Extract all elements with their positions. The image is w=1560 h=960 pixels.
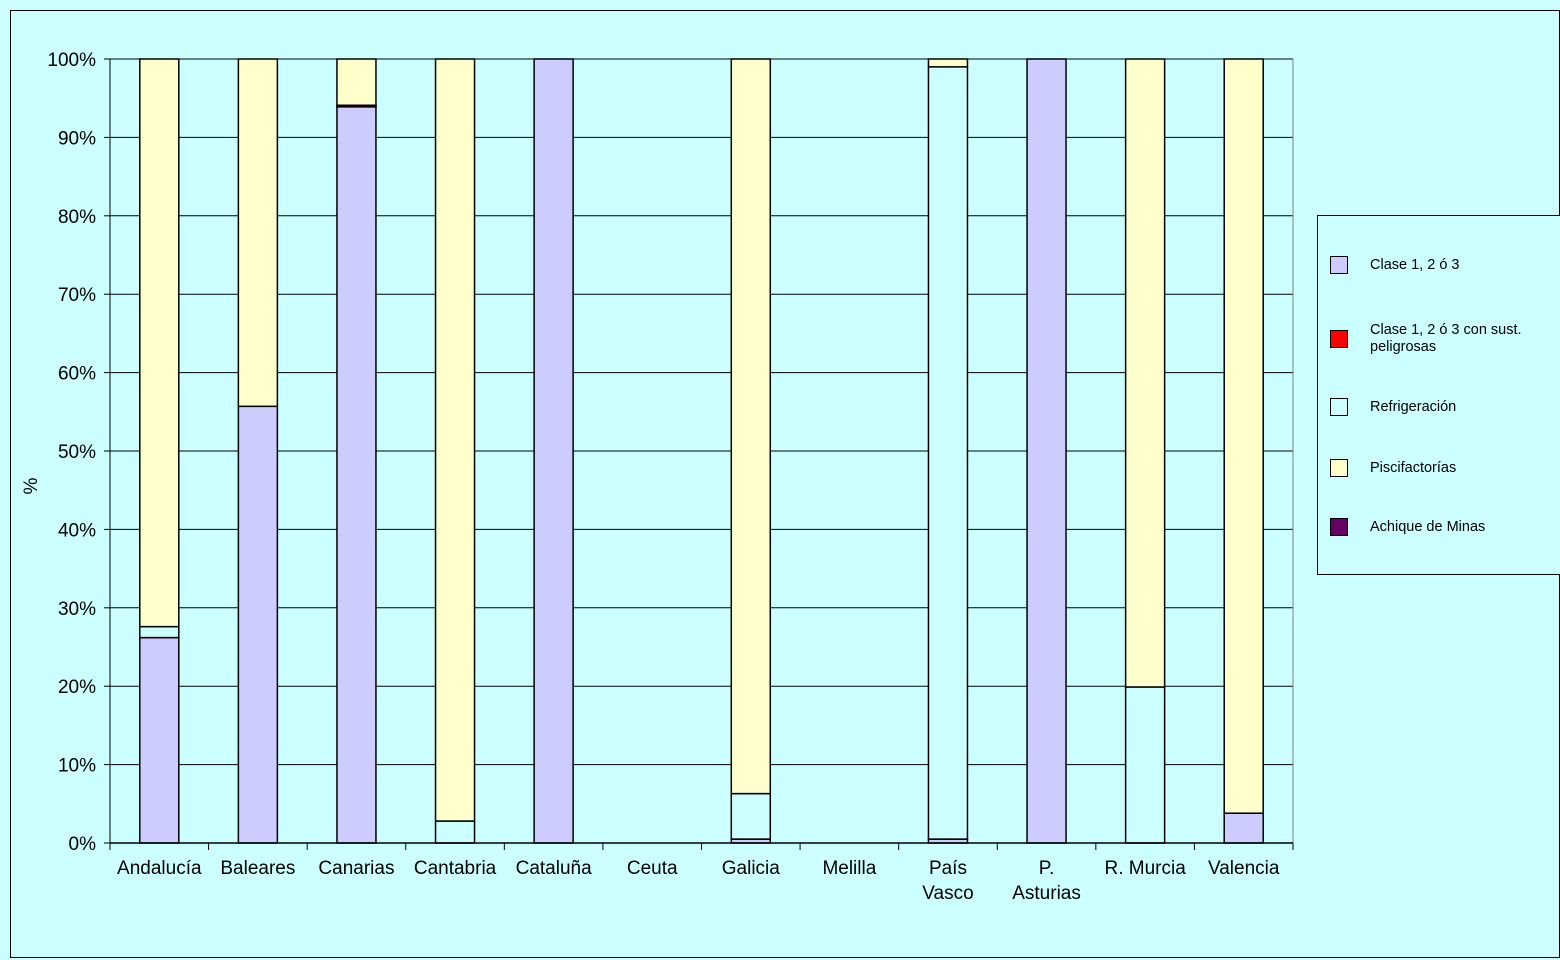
gridlines [110, 58, 1294, 844]
x-tick-label: Cantabria [414, 858, 497, 879]
x-tick-label: Baleares [220, 858, 295, 879]
legend-label: Clase 1, 2 ó 3 con sust. peligrosas [1370, 322, 1522, 355]
legend-item: Refrigeración [1330, 398, 1555, 416]
bar-segment [237, 405, 279, 844]
legend-label: Achique de Minas [1370, 518, 1486, 535]
axes: 0% 10% 20% 30% 40% 50% 60% 70% 80% 90% 100% Andaluc… [47, 50, 1294, 904]
y-tick-label: 70% [58, 285, 96, 306]
bar-segment [730, 58, 772, 795]
x-tick-label: Andalucía [117, 858, 202, 879]
bar-segment [533, 58, 574, 844]
legend-item: Achique de Minas [1330, 518, 1555, 536]
y-tick-label: 50% [58, 442, 96, 463]
bars [139, 58, 1264, 844]
bar-segment [237, 58, 279, 408]
bar-segment [1124, 686, 1166, 844]
legend-swatch [1330, 459, 1348, 477]
legend-item: Clase 1, 2 ó 3 [1330, 256, 1555, 274]
bar-segment [730, 792, 772, 840]
bar-segment [336, 106, 377, 844]
legend-swatch [1330, 330, 1348, 348]
x-tick-label: P. Asturias [1012, 858, 1081, 904]
x-tick-label: Valencia [1208, 858, 1280, 879]
x-tick-label: Melilla [822, 858, 876, 879]
x-tick-label: R. Murcia [1104, 858, 1186, 879]
y-tick-label: 0% [69, 834, 97, 855]
bar-segment [927, 66, 969, 840]
y-tick-label: 100% [47, 50, 96, 71]
bar-segment [1223, 58, 1264, 814]
bar-segment [1124, 58, 1166, 688]
y-tick-label: 10% [58, 756, 96, 777]
x-tick-label: Ceuta [627, 858, 678, 879]
bar-segment [336, 58, 377, 107]
x-tick-label: País Vasco [922, 858, 973, 904]
bar-segment [434, 820, 476, 844]
x-tick-label: Galicia [722, 858, 781, 879]
y-tick-label: 80% [58, 207, 96, 228]
bar-segment [1223, 812, 1264, 844]
bar-segment [139, 625, 180, 639]
legend-item: Piscifactorías [1330, 459, 1555, 477]
y-tick-label: 20% [58, 677, 96, 698]
x-tick-label: Cataluña [516, 858, 592, 879]
legend-label: Piscifactorías [1370, 459, 1457, 476]
legend-swatch [1330, 398, 1348, 416]
legend-item: Clase 1, 2 ó 3 con sust. peligrosas [1330, 322, 1555, 356]
legend: Clase 1, 2 ó 3 Clase 1, 2 ó 3 con sust. p… [1317, 215, 1560, 575]
legend-label: Refrigeración [1370, 398, 1457, 415]
y-tick-label: 90% [58, 128, 96, 149]
bar-segment [139, 636, 180, 844]
y-tick-label: 60% [58, 364, 96, 385]
x-tick-label: Canarias [318, 858, 394, 879]
legend-label: Clase 1, 2 ó 3 [1370, 256, 1460, 273]
legend-swatch [1330, 518, 1348, 536]
bar-segment [1026, 58, 1067, 844]
bar-segment [139, 58, 180, 628]
y-axis-title: % [21, 477, 42, 494]
bar-segment [434, 58, 476, 822]
y-tick-label: 40% [58, 520, 96, 541]
y-tick-label: 30% [58, 599, 96, 620]
legend-swatch [1330, 256, 1348, 274]
bar-segment [927, 58, 969, 68]
